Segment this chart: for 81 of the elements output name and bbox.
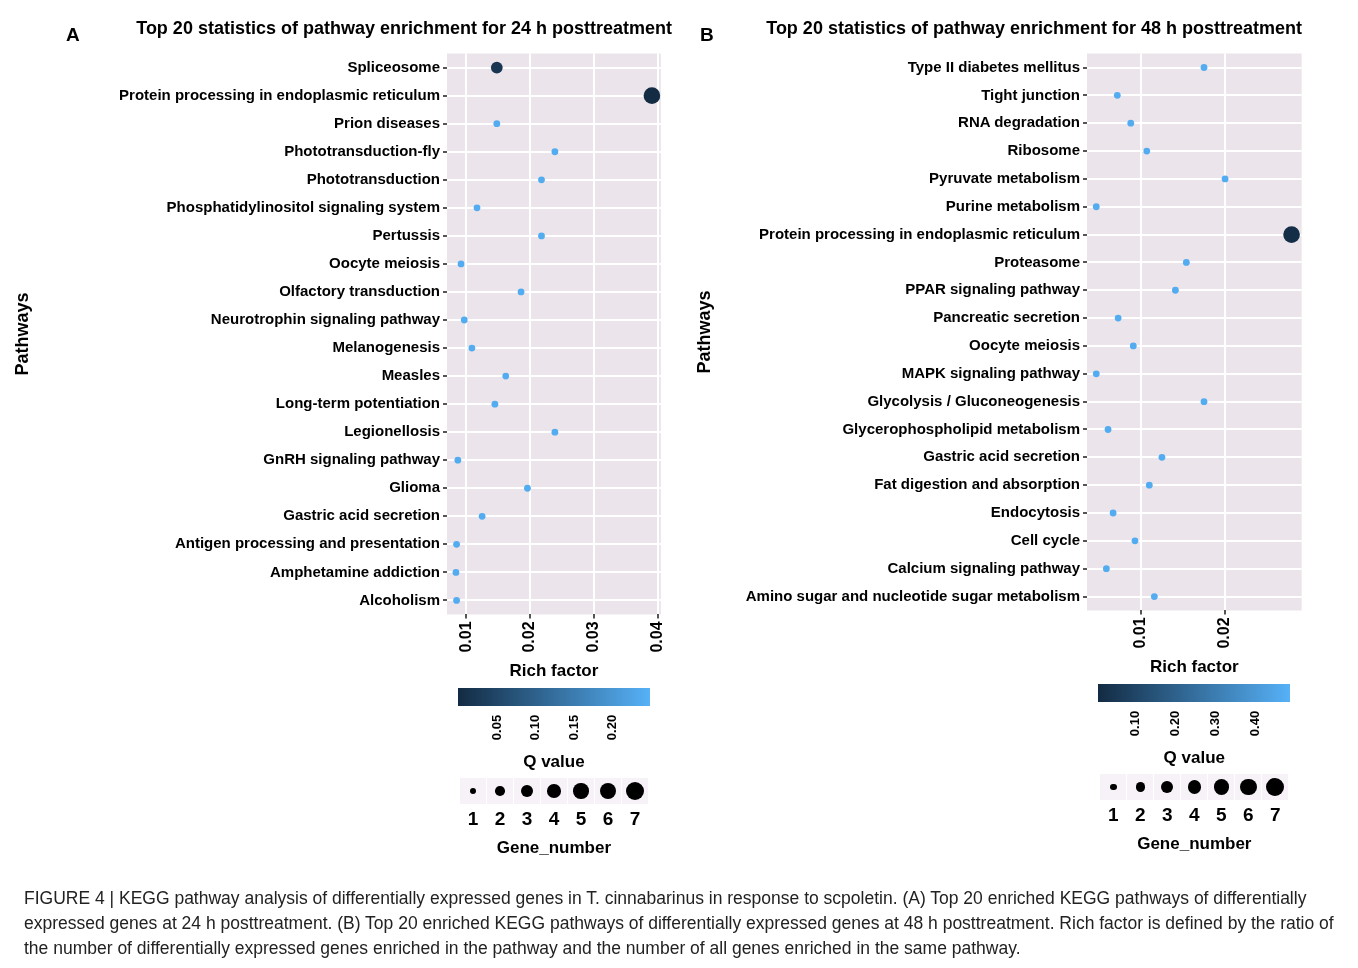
- color-bar-label: 0.30: [1206, 709, 1222, 739]
- y-tick-label: Neurotrophin signaling pathway: [210, 310, 441, 328]
- color-bar-title: Q value: [522, 752, 586, 772]
- legend-label: 5: [574, 808, 588, 830]
- y-tick-label: Glycerophospholipid metabolism: [842, 419, 1080, 437]
- color-bar-label: 0.15: [565, 713, 581, 743]
- legend-label: 4: [1188, 804, 1201, 826]
- y-tick-label: Amphetamine addiction: [269, 562, 440, 580]
- y-tick-label: Oocyte meiosis: [969, 336, 1080, 354]
- color-bar-title: Q value: [1162, 748, 1227, 768]
- text: B: [700, 24, 714, 46]
- legend-label: 3: [520, 808, 534, 830]
- legend-label: 7: [628, 808, 642, 830]
- y-tick-label: Proteasome: [994, 252, 1080, 270]
- legend-label: 1: [466, 808, 480, 830]
- y-tick-label: Pertussis: [372, 226, 440, 244]
- legend-label: 6: [1242, 804, 1255, 826]
- chart-title: Top 20 statistics of pathway enrichment for 24 h posttreatment: [136, 17, 672, 38]
- y-tick-label: Prion diseases: [334, 113, 440, 131]
- y-tick-label: Melanogenesis: [332, 338, 440, 356]
- y-tick-label: Ribosome: [1007, 141, 1080, 159]
- x-tick-label: 0.01: [1131, 617, 1149, 649]
- y-tick-label: Oocyte meiosis: [329, 254, 440, 272]
- text: A: [66, 24, 80, 46]
- legend-label: 2: [1134, 804, 1147, 826]
- y-tick-label: MAPK signaling pathway: [901, 363, 1081, 381]
- legend-label: 4: [547, 808, 561, 830]
- x-tick-label: 0.04: [648, 621, 666, 653]
- legend-label: 1: [1107, 804, 1120, 826]
- x-tick-label: 0.02: [1215, 617, 1233, 649]
- y-tick-label: Amino sugar and nucleotide sugar metabolism: [745, 586, 1080, 604]
- y-tick-label: Glycolysis / Gluconeogenesis: [867, 391, 1080, 409]
- y-tick-label: Measles: [381, 366, 440, 384]
- y-tick-label: Phosphatidylinositol signaling system: [166, 197, 440, 215]
- y-tick-label: Protein processing in endoplasmic reticulum: [759, 224, 1080, 242]
- legend-label: 5: [1215, 804, 1228, 826]
- y-axis-title: Pathways: [693, 290, 714, 374]
- legend-label: 3: [1161, 804, 1174, 826]
- y-tick-label: Alcoholism: [359, 590, 440, 608]
- legend-label: 7: [1269, 804, 1282, 826]
- y-tick-label: Calcium signaling pathway: [887, 558, 1081, 576]
- y-tick-label: Glioma: [389, 478, 441, 496]
- y-tick-label: GnRH signaling pathway: [263, 450, 441, 468]
- y-tick-label: Spliceosome: [347, 57, 440, 75]
- y-tick-label: Pancreatic secretion: [933, 308, 1080, 326]
- y-tick-label: Tight junction: [981, 85, 1080, 103]
- y-tick-label: Fat digestion and absorption: [874, 475, 1080, 493]
- x-tick-label: 0.02: [520, 621, 538, 653]
- y-tick-label: RNA degradation: [958, 113, 1080, 131]
- y-tick-label: Phototransduction-fly: [284, 141, 441, 159]
- color-bar-label: 0.10: [526, 713, 542, 743]
- y-tick-label: Cell cycle: [1010, 530, 1080, 548]
- color-bar-label: 0.05: [488, 713, 504, 743]
- y-tick-label: Long-term potentiation: [275, 394, 440, 412]
- y-axis-title: Pathways: [11, 292, 32, 376]
- x-tick-label: 0.01: [456, 621, 474, 653]
- y-tick-label: Pyruvate metabolism: [929, 169, 1080, 187]
- legend-label: 6: [601, 808, 615, 830]
- color-bar-label: 0.20: [1166, 709, 1182, 739]
- y-tick-label: Endocytosis: [990, 503, 1080, 521]
- legend-title: Gene_number: [1136, 834, 1253, 854]
- x-axis-title: Rich factor: [509, 661, 599, 681]
- y-tick-label: Olfactory transduction: [279, 282, 440, 300]
- y-tick-label: Gastric acid secretion: [283, 506, 440, 524]
- color-bar-label: 0.40: [1246, 709, 1262, 739]
- color-bar-label: 0.20: [603, 713, 619, 743]
- legend-label: 2: [493, 808, 507, 830]
- chart-title: Top 20 statistics of pathway enrichment for 48 h posttreatment: [766, 17, 1302, 38]
- y-tick-label: Purine metabolism: [945, 196, 1080, 214]
- legend-title: Gene_number: [495, 838, 613, 858]
- x-axis-title: Rich factor: [1149, 657, 1240, 677]
- caption: FIGURE 4 | KEGG pathway analysis of differentially expressed genes in T. cinnabarinus in response to scpoletin. (A) Top 20 enriched KEGG pathways of differentially expressed genes at 24 h posttreatment. (B) Top 20 enriched KEGG pathways of differentially expressed genes at 48 h posttreatment. Rich factor is defined by the ratio of the number of differentially expressed genes enriched in the pathway and the number of all genes enriched in the same pathway.: [24, 887, 1335, 960]
- y-tick-label: Type II diabetes mellitus: [907, 57, 1080, 75]
- color-bar-label: 0.10: [1126, 709, 1142, 739]
- y-tick-label: Protein processing in endoplasmic reticulum: [119, 85, 440, 103]
- y-tick-label: PPAR signaling pathway: [905, 280, 1081, 298]
- y-tick-label: Antigen processing and presentation: [174, 534, 440, 552]
- y-tick-label: Phototransduction: [306, 169, 440, 187]
- y-tick-label: Legionellosis: [344, 422, 440, 440]
- x-tick-label: 0.03: [584, 621, 602, 653]
- y-tick-label: Gastric acid secretion: [923, 447, 1080, 465]
